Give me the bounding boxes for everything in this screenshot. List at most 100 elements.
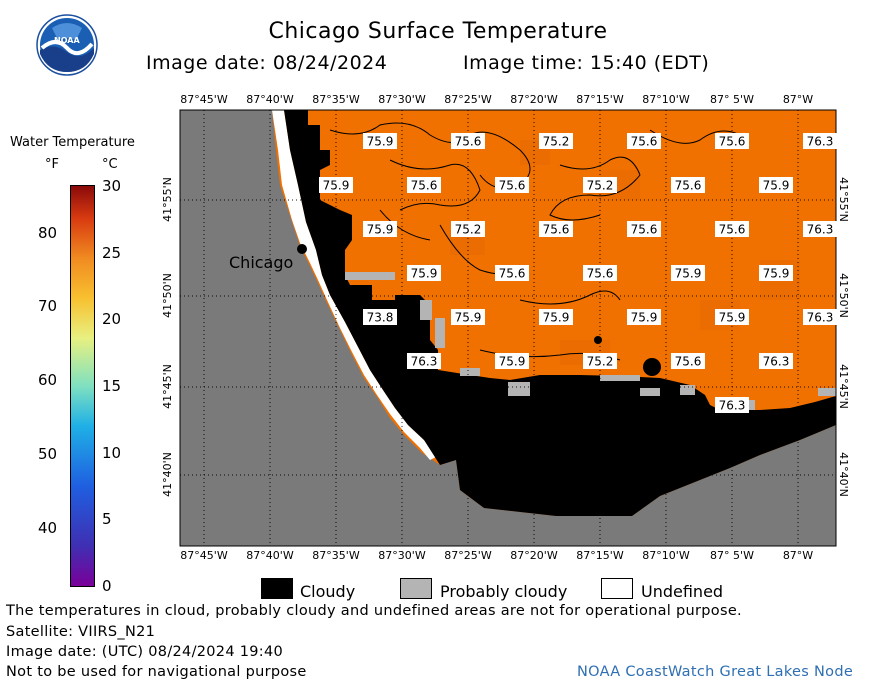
temperature-value: 75.2 bbox=[543, 135, 570, 149]
temperature-value: 75.9 bbox=[411, 267, 438, 281]
temperature-label-bg bbox=[759, 353, 793, 369]
longitude-label: 87°35'W bbox=[312, 93, 360, 106]
temperature-value: 75.9 bbox=[763, 179, 790, 193]
temperature-value: 75.6 bbox=[675, 179, 702, 193]
longitude-label: 87°15'W bbox=[576, 93, 624, 106]
latitude-label: 41°40'N bbox=[836, 452, 850, 497]
temperature-value: 75.2 bbox=[455, 223, 482, 237]
longitude-label: 87°15'W bbox=[576, 549, 624, 562]
colorbar bbox=[70, 185, 95, 587]
temperature-value: 75.6 bbox=[411, 179, 438, 193]
temperature-label-bg bbox=[671, 265, 705, 281]
temperature-value: 75.6 bbox=[675, 355, 702, 369]
utc-date-text: Image date: (UTC) 08/24/2024 19:40 bbox=[6, 644, 284, 660]
temperature-label-bg bbox=[583, 265, 617, 281]
undefined-area bbox=[272, 110, 440, 460]
temperature-label-bg bbox=[539, 221, 573, 237]
temperature-label-bg bbox=[539, 133, 573, 149]
temperature-value: 75.9 bbox=[367, 223, 394, 237]
colorbar-c-tick: 5 bbox=[102, 510, 112, 529]
colorbar-f-tick: 80 bbox=[38, 224, 58, 242]
temperature-value: 75.9 bbox=[455, 311, 482, 325]
page-title: Chicago Surface Temperature bbox=[268, 19, 608, 44]
longitude-label: 87° 5'W bbox=[710, 93, 754, 106]
temperature-labels: 75.9 75.6 75.2 75.6 75.6 76.3 75.9 75.6 75.6 75.2… bbox=[319, 133, 837, 413]
latitude-label: 41°45'N bbox=[160, 364, 174, 409]
temperature-value: 75.6 bbox=[631, 223, 658, 237]
noaa-logo-icon: NOAA bbox=[36, 14, 98, 76]
cloud-speck bbox=[594, 336, 602, 344]
longitude-label: 87°45'W bbox=[180, 549, 228, 562]
latitude-label: 41°55'N bbox=[836, 177, 850, 222]
longitude-label: 87°40'W bbox=[246, 549, 294, 562]
logo-text: NOAA bbox=[54, 36, 80, 45]
longitude-label: 87° 5'W bbox=[710, 549, 754, 562]
cloud-blob bbox=[643, 358, 661, 376]
colorbar-title: Water Temperature bbox=[10, 135, 135, 150]
temperature-label-bg bbox=[363, 309, 397, 325]
temperature-label-bg bbox=[583, 353, 617, 369]
image-date: Image date: 08/24/2024 bbox=[146, 52, 388, 74]
temperature-label-bg bbox=[583, 177, 617, 193]
longitude-label: 87°40'W bbox=[246, 93, 294, 106]
colorbar-unit-f: °F bbox=[45, 157, 59, 172]
colorbar-c-tick: 10 bbox=[102, 443, 122, 462]
temperature-label-bg bbox=[715, 221, 749, 237]
temperature-value: 75.9 bbox=[719, 311, 746, 325]
legend-label-undefined: Undefined bbox=[641, 582, 724, 601]
latitude-label: 41°40'N bbox=[160, 452, 174, 497]
temperature-value: 76.3 bbox=[807, 223, 834, 237]
temperature-value: 76.3 bbox=[807, 311, 834, 325]
cloudy-area bbox=[284, 110, 836, 516]
land-area bbox=[180, 110, 836, 546]
temperature-label-bg bbox=[715, 133, 749, 149]
legend-swatch-undefined bbox=[601, 578, 633, 599]
legend-label-cloudy: Cloudy bbox=[300, 582, 356, 601]
temperature-value: 75.9 bbox=[499, 355, 526, 369]
temperature-label-bg bbox=[759, 265, 793, 281]
colorbar-unit-c: °C bbox=[102, 157, 118, 172]
satellite-text: Satellite: VIIRS_N21 bbox=[6, 624, 156, 640]
longitude-label: 87°20'W bbox=[510, 93, 558, 106]
temperature-label-bg bbox=[627, 221, 661, 237]
colorbar-c-tick: 0 bbox=[102, 577, 112, 595]
temperature-value: 75.2 bbox=[587, 355, 614, 369]
temperature-label-bg bbox=[803, 133, 837, 149]
temperature-label-bg bbox=[451, 309, 485, 325]
chicago-marker bbox=[297, 244, 307, 254]
latitude-label: 41°55'N bbox=[160, 177, 174, 222]
temperature-value: 75.6 bbox=[499, 267, 526, 281]
latitude-label: 41°50'N bbox=[160, 273, 174, 318]
temperature-value: 75.6 bbox=[455, 135, 482, 149]
temperature-value: 76.3 bbox=[411, 355, 438, 369]
longitude-label: 87°30'W bbox=[378, 549, 426, 562]
temperature-value: 75.9 bbox=[323, 179, 350, 193]
temperature-value: 75.6 bbox=[719, 135, 746, 149]
temperature-label-bg bbox=[495, 265, 529, 281]
colorbar-c-tick: 15 bbox=[102, 377, 122, 395]
colorbar-c-tick: 30 bbox=[102, 177, 122, 195]
temperature-value: 75.6 bbox=[719, 223, 746, 237]
disclaimer-text: The temperatures in cloud, probably clou… bbox=[6, 603, 742, 619]
temperature-value: 75.9 bbox=[367, 135, 394, 149]
temperature-value: 75.2 bbox=[587, 179, 614, 193]
temperature-label-bg bbox=[407, 353, 441, 369]
temperature-value: 75.9 bbox=[631, 311, 658, 325]
longitude-label: 87°10'W bbox=[642, 93, 690, 106]
latitude-label: 41°45'N bbox=[836, 364, 850, 409]
legend-swatch-probably-cloudy bbox=[400, 578, 432, 599]
temperature-label-bg bbox=[363, 221, 397, 237]
temperature-label-bg bbox=[539, 309, 573, 325]
temperature-value: 76.3 bbox=[807, 135, 834, 149]
colorbar-f-tick: 60 bbox=[38, 371, 58, 389]
temperature-label-bg bbox=[803, 309, 837, 325]
temperature-label-bg bbox=[363, 133, 397, 149]
temperature-value: 75.6 bbox=[587, 267, 614, 281]
temperature-value: 76.3 bbox=[719, 399, 746, 413]
temperature-label-bg bbox=[495, 177, 529, 193]
colorbar-f-tick: 40 bbox=[38, 519, 58, 537]
city-label-chicago: Chicago bbox=[229, 253, 294, 272]
temperature-label-bg bbox=[803, 221, 837, 237]
longitude-label: 87°W bbox=[782, 93, 814, 106]
colorbar-f-tick: 50 bbox=[38, 445, 58, 463]
